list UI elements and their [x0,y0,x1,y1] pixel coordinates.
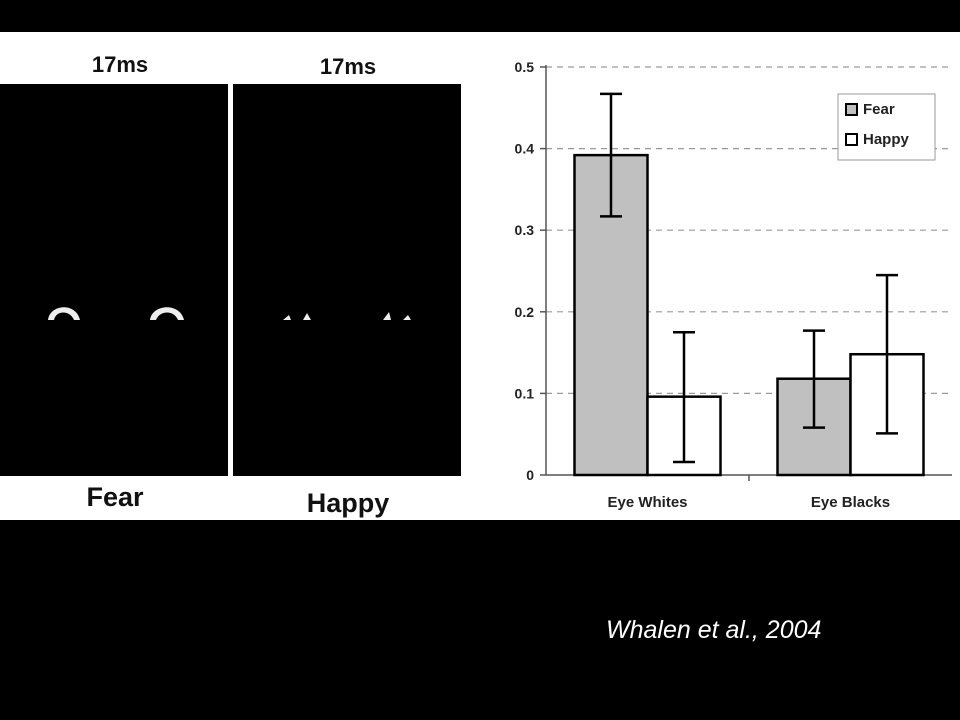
legend-label-fear: Fear [863,101,895,118]
fear-stimulus-image [0,84,228,476]
y-tick-label: 0 [526,467,534,483]
happy-duration-label: 17ms [319,54,377,79]
figure-panel: 17ms Fear 17ms Happy 0 0.1 0.2 0.3 0.4 0.5 Eye… [0,32,960,520]
x-category-label: Eye Blacks [811,494,890,511]
x-category-label: Eye Whites [607,494,687,511]
y-tick-label: 0.5 [515,59,535,75]
fear-eye-whites-icon [48,307,184,320]
legend-swatch-happy [845,133,858,146]
y-tick-label: 0.1 [515,385,535,401]
y-tick-label: 0.2 [515,304,535,320]
y-tick-label: 0.3 [515,222,535,238]
legend-label-happy: Happy [863,131,910,148]
citation: Whalen et al., 2004 [606,616,822,644]
fear-label: Fear [86,482,144,512]
fear-duration-label: 17ms [91,52,149,77]
happy-eye-whites-icon [283,312,411,320]
happy-stimulus-image [233,84,461,476]
bar-chart: 0 0.1 0.2 0.3 0.4 0.5 Eye Whites Eye Blacks Fear… [515,59,952,511]
legend-swatch-fear [845,103,858,116]
y-tick-label: 0.4 [515,141,535,157]
happy-label: Happy [306,488,390,518]
